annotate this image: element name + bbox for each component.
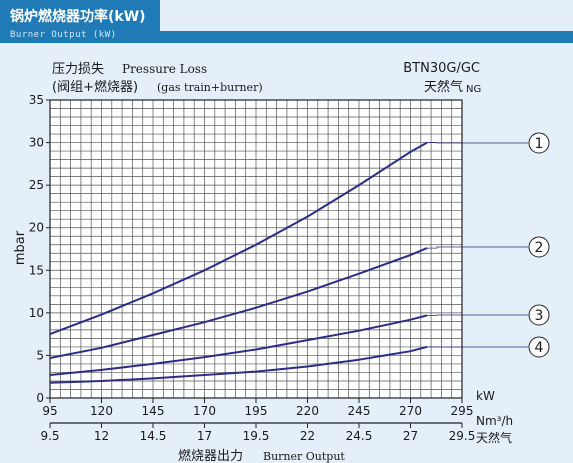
y-tick-label: 25	[29, 178, 44, 192]
x2-tick-label: 9.5	[40, 429, 59, 443]
x-tick-label: 245	[348, 404, 371, 418]
x-tick-label: 295	[451, 404, 474, 418]
x2-tick-label: 22	[300, 429, 315, 443]
chart-title: BTN30G/GC	[403, 61, 480, 76]
x2-tick-label: 17	[197, 429, 212, 443]
x2-tick-label: 24.5	[346, 429, 373, 443]
chart-labels: 0 5 10 15 20 25 30 35 95 120 145 170 195 220 245 270 295…	[29, 93, 550, 443]
chart-grid	[49, 99, 463, 399]
x-tick-label: 195	[245, 404, 268, 418]
series-line-3	[49, 314, 428, 376]
x-tick-label: 270	[399, 404, 422, 418]
header-tab	[0, 0, 160, 43]
x2-tick-label: 27	[403, 429, 418, 443]
y-tick-label: 35	[29, 93, 44, 107]
ylabel-cn-line2: (阀组+燃烧器)	[52, 79, 138, 95]
ylabel-unit: mbar	[13, 230, 28, 265]
series-label-4: 4	[535, 340, 544, 356]
x-tick-label: 170	[193, 404, 216, 418]
series-line-1	[49, 141, 428, 336]
x-unit: kW	[476, 389, 495, 403]
series-badge-3	[528, 304, 550, 326]
section-title: 锅炉燃烧器功率(kW)	[10, 9, 146, 25]
chart-series	[49, 141, 528, 384]
series-badge-4	[528, 336, 550, 358]
series-leader-2	[426, 246, 528, 249]
x-tick-label: 120	[90, 404, 113, 418]
y-tick-label: 10	[29, 306, 44, 320]
xlabel-cn: 燃烧器出力	[178, 448, 243, 463]
x2-fuel: 天然气	[476, 430, 512, 445]
series-label-1: 1	[535, 136, 544, 152]
x2-tick-label: 29.5	[449, 429, 476, 443]
x2-tick-label: 14.5	[140, 429, 167, 443]
series-line-2	[49, 247, 428, 359]
x2-unit: Nm³/h	[476, 414, 513, 428]
ylabel-en-line2: (gas train+burner)	[157, 81, 263, 94]
series-label-2: 2	[535, 240, 544, 256]
x-tick-label: 145	[142, 404, 165, 418]
section-header: 锅炉燃烧器功率(kW) Burner Output (kW)	[0, 0, 573, 43]
fuel-label-cn: 天然气	[424, 79, 463, 95]
section-subtitle: Burner Output (kW)	[10, 30, 117, 40]
ylabel-en-line1: Pressure Loss	[122, 62, 207, 76]
ylabel-cn-line1: 压力损失	[52, 62, 104, 77]
y-tick-label: 15	[29, 263, 44, 277]
fuel-label-en: NG	[466, 84, 481, 95]
y-tick-label: 0	[36, 391, 44, 405]
y-tick-label: 20	[29, 221, 44, 235]
series-badge-1	[528, 132, 550, 154]
x-tick-label: 220	[296, 404, 319, 418]
x2-tick-label: 12	[94, 429, 109, 443]
x2-tick-label: 19.5	[243, 429, 270, 443]
series-label-3: 3	[535, 308, 544, 324]
x-tick-label: 95	[42, 404, 57, 418]
series-line-4	[49, 345, 428, 384]
xlabel-en: Burner Output	[263, 450, 345, 463]
series-badge-2	[528, 236, 550, 258]
y-tick-label: 30	[29, 136, 44, 150]
chart-axes	[46, 99, 463, 428]
y-tick-label: 5	[36, 348, 44, 362]
